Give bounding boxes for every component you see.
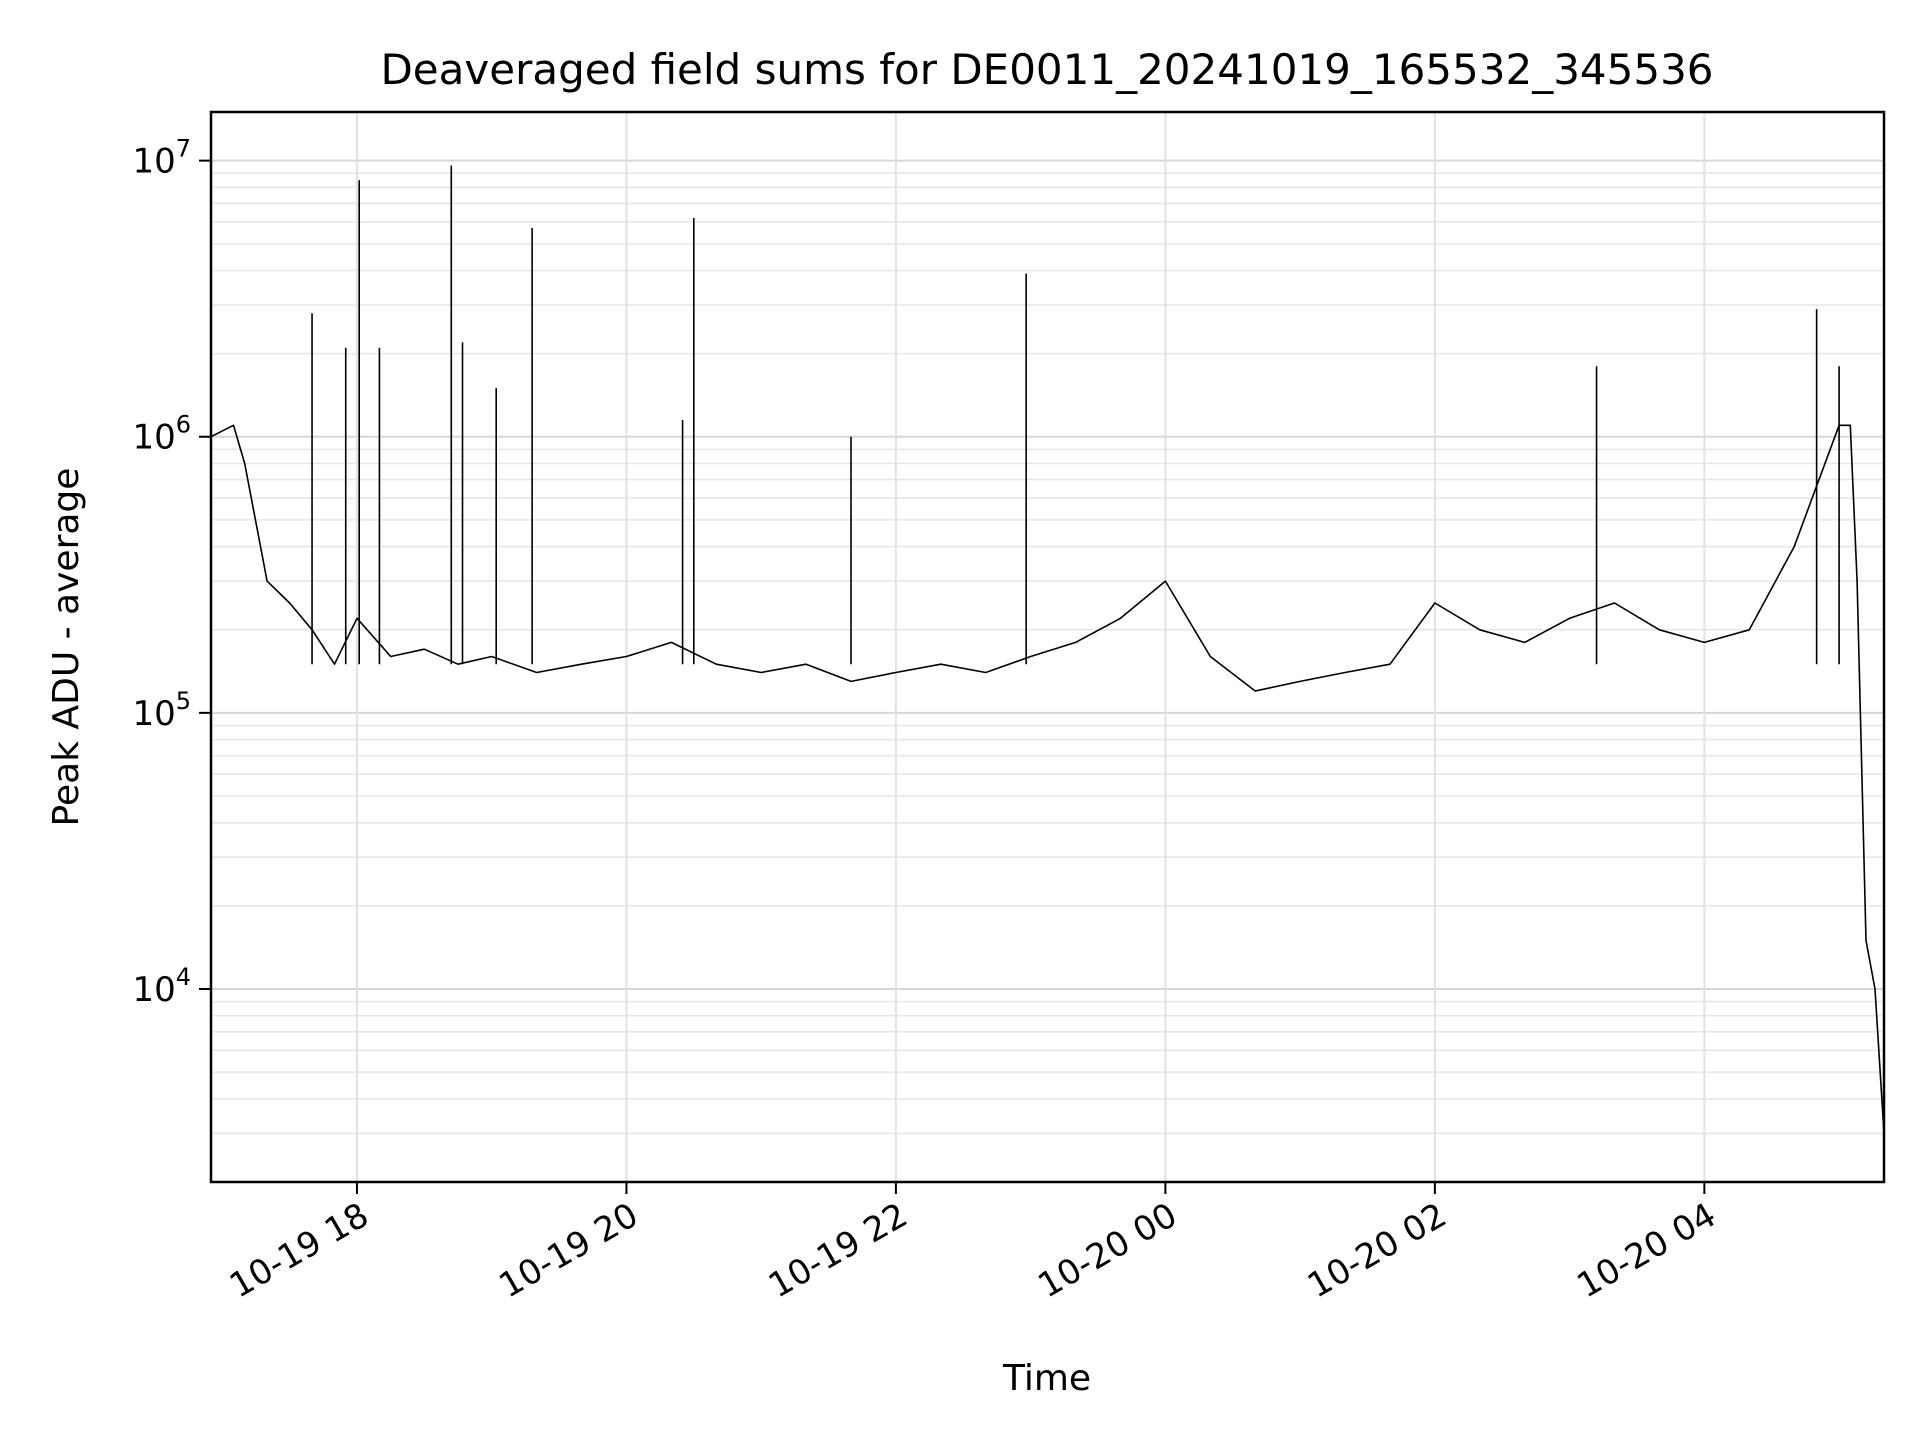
y-tick-label: 105: [132, 687, 191, 734]
x-tick-label: 10-19 20: [493, 1195, 645, 1306]
x-axis: 10-19 18 10-19 20 10-19 22 10-20 00 10-20 02…: [223, 1182, 1723, 1306]
x-tick-label: 10-20 04: [1570, 1195, 1722, 1306]
y-axis: 104 105 106 107: [132, 135, 211, 1010]
x-tick-label: 10-19 18: [223, 1195, 375, 1306]
y-axis-label: Peak ADU - average: [46, 468, 87, 827]
y-tick-label: 107: [132, 135, 191, 182]
y-tick-label: 106: [132, 411, 191, 458]
x-axis-label: Time: [1002, 1358, 1091, 1399]
grid: [211, 112, 1884, 1183]
x-tick-label: 10-20 00: [1032, 1195, 1184, 1306]
x-tick-label: 10-20 02: [1301, 1195, 1453, 1306]
chart-title: Deaveraged field sums for DE0011_2024101…: [380, 45, 1713, 94]
x-tick-label: 10-19 22: [762, 1195, 914, 1306]
series-layer: [210, 165, 1885, 1134]
plot-frame: [209, 110, 1886, 1184]
y-tick-label: 104: [132, 963, 191, 1010]
